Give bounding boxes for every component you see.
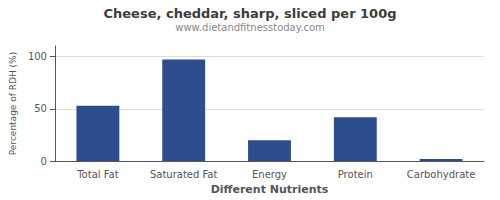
svg-text:Different Nutrients: Different Nutrients — [211, 183, 329, 196]
svg-text:100: 100 — [28, 51, 47, 62]
svg-text:Percentage of RDH (%): Percentage of RDH (%) — [8, 52, 18, 155]
svg-text:Protein: Protein — [338, 169, 373, 180]
svg-text:www.dietandfitnesstoday.com: www.dietandfitnesstoday.com — [175, 22, 324, 33]
svg-text:50: 50 — [34, 103, 47, 114]
svg-text:Saturated Fat: Saturated Fat — [150, 169, 218, 180]
svg-text:Carbohydrate: Carbohydrate — [407, 169, 476, 180]
svg-text:Energy: Energy — [252, 169, 287, 180]
svg-text:Total Fat: Total Fat — [76, 169, 118, 180]
svg-text:0: 0 — [41, 156, 47, 167]
svg-text:Cheese, cheddar, sharp, sliced: Cheese, cheddar, sharp, sliced per 100g — [103, 6, 396, 21]
